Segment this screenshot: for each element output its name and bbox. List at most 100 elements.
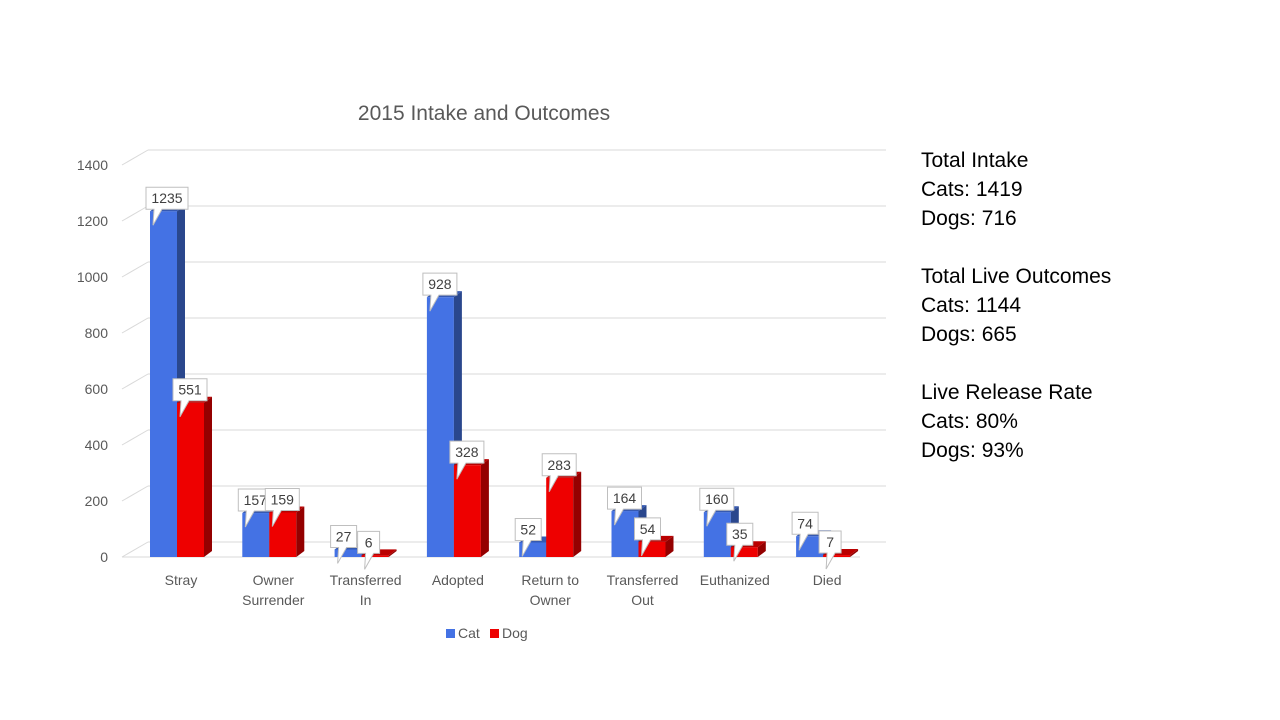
summary-panel: Total Intake Cats: 1419 Dogs: 716 Total … xyxy=(921,146,1111,494)
data-label-callout xyxy=(607,486,642,526)
bar-front xyxy=(453,465,481,557)
data-label-text: 74 xyxy=(797,515,813,531)
gridline-slant xyxy=(121,373,149,390)
bar-front xyxy=(730,547,758,557)
data-label-dog: 551 xyxy=(172,378,208,417)
y-tick-label: 400 xyxy=(85,437,109,453)
gridline-slant xyxy=(121,485,149,502)
x-tick-label: Transferred xyxy=(607,572,679,588)
data-label-dog: 283 xyxy=(541,453,577,493)
data-label-text: 35 xyxy=(732,526,748,542)
bar-side xyxy=(665,535,674,557)
bar-dog xyxy=(177,396,212,557)
gridline-slant xyxy=(121,149,149,166)
bar-front xyxy=(334,549,362,557)
x-tick-label: Died xyxy=(813,572,842,588)
data-label-text: 160 xyxy=(705,491,729,507)
total-intake-cats: Cats: 1419 xyxy=(921,178,1023,201)
total-intake-dogs: Dogs: 716 xyxy=(921,207,1017,230)
legend: Cat Dog xyxy=(446,625,528,641)
data-label-dog: 35 xyxy=(726,522,754,562)
live-release-block: Live Release Rate Cats: 80% Dogs: 93% xyxy=(921,378,1111,465)
live-release-dogs: Dogs: 93% xyxy=(921,439,1024,462)
y-tick-label: 1000 xyxy=(77,269,108,285)
data-label-text: 6 xyxy=(365,534,373,550)
data-label-text: 157 xyxy=(244,492,268,508)
data-label-cat: 52 xyxy=(514,517,542,557)
legend-label-dog: Dog xyxy=(502,625,528,641)
x-tick-label: Owner xyxy=(530,592,572,608)
gridline-slant xyxy=(121,429,149,446)
data-label-dog: 7 xyxy=(818,530,842,570)
bar-dog xyxy=(546,471,582,557)
data-label-text: 551 xyxy=(178,382,202,398)
data-label-callout xyxy=(514,517,542,557)
bar-side xyxy=(757,541,766,557)
data-label-text: 164 xyxy=(613,490,637,506)
x-tick-label: Owner xyxy=(253,572,295,588)
bar-front xyxy=(361,555,389,557)
data-label-cat: 27 xyxy=(330,524,358,564)
y-tick-label: 600 xyxy=(85,381,109,397)
live-outcomes-heading: Total Live Outcomes xyxy=(921,265,1112,288)
data-label-cat: 164 xyxy=(607,486,642,526)
bar-front xyxy=(823,555,851,557)
data-label-text: 159 xyxy=(271,491,295,507)
total-intake-block: Total Intake Cats: 1419 Dogs: 716 xyxy=(921,146,1111,233)
x-tick-label: Out xyxy=(631,592,654,608)
data-label-text: 54 xyxy=(640,521,656,537)
x-tick-label: Transferred xyxy=(330,572,402,588)
y-tick-label: 200 xyxy=(85,493,109,509)
live-outcomes-block: Total Live Outcomes Cats: 1144 Dogs: 665 xyxy=(921,262,1111,349)
bar-side xyxy=(480,459,489,557)
x-tick-label: Stray xyxy=(165,572,198,588)
data-label-text: 928 xyxy=(428,276,452,292)
gridline-slant xyxy=(121,541,149,558)
y-tick-label: 1400 xyxy=(77,157,108,173)
bar-side xyxy=(296,506,305,557)
gridlines xyxy=(121,149,886,558)
data-label-cat: 1235 xyxy=(145,186,189,226)
y-tick-label: 0 xyxy=(100,549,108,565)
bar-side xyxy=(850,549,859,557)
total-intake-heading: Total Intake xyxy=(921,149,1029,172)
data-label-text: 7 xyxy=(826,534,834,550)
data-label-text: 52 xyxy=(520,521,536,537)
gridline-slant xyxy=(121,205,149,222)
data-label-callout xyxy=(699,487,735,527)
data-label-cat: 74 xyxy=(791,511,819,551)
data-label-callout xyxy=(145,186,189,226)
data-label-text: 27 xyxy=(336,528,352,544)
bar-side xyxy=(388,549,397,557)
data-label-callout xyxy=(357,530,381,570)
data-label-dog: 159 xyxy=(264,487,300,527)
data-label-text: 1235 xyxy=(151,190,182,206)
bar-side xyxy=(573,471,582,557)
legend-label-cat: Cat xyxy=(458,625,480,641)
data-label-callout xyxy=(634,517,661,557)
gridline-slant xyxy=(121,317,149,334)
legend-swatch-cat xyxy=(446,629,455,638)
data-label-callout xyxy=(818,530,842,570)
data-label-callout xyxy=(264,487,300,527)
x-tick-label: Euthanized xyxy=(700,572,770,588)
data-label-callout xyxy=(172,378,208,417)
data-label-text: 328 xyxy=(455,444,479,460)
x-tick-label: Surrender xyxy=(242,592,305,608)
data-label-cat: 157 xyxy=(237,488,273,528)
data-label-cat: 160 xyxy=(699,487,735,527)
live-release-heading: Live Release Rate xyxy=(921,381,1093,404)
bar-front xyxy=(177,402,204,557)
x-tick-label: In xyxy=(360,592,372,608)
data-label-callout xyxy=(330,524,358,564)
x-tick-label: Adopted xyxy=(432,572,484,588)
x-tick-label: Return to xyxy=(521,572,579,588)
data-label-dog: 328 xyxy=(449,440,485,480)
y-tick-label: 800 xyxy=(85,325,109,341)
data-label-text: 283 xyxy=(548,457,572,473)
data-label-dog: 54 xyxy=(634,517,661,557)
data-label-callout xyxy=(541,453,577,493)
live-outcomes-cats: Cats: 1144 xyxy=(921,294,1022,317)
